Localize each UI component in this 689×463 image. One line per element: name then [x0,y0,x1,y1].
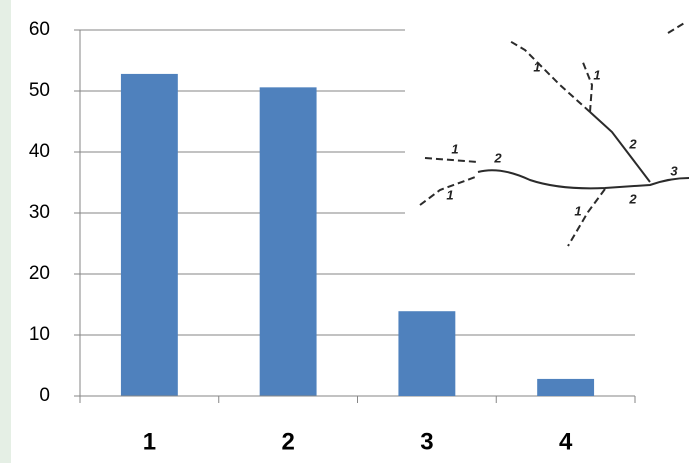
bar [398,311,455,396]
y-tick-label: 50 [29,80,50,101]
x-tick-label: 2 [281,428,294,455]
x-tick-label: 4 [559,428,573,455]
diagram-label: 2 [628,191,637,206]
y-tick-label: 60 [29,19,50,40]
bar [260,87,317,396]
y-tick-label: 40 [29,141,50,162]
chart: 0 10 20 30 40 50 60 1 2 3 4 1 1 1 2 1 2 3 2 1 [0,0,689,463]
y-tick-label: 20 [29,263,50,284]
diagram-backdrop [405,0,689,262]
diagram-label: 3 [670,163,678,178]
y-tick-label: 0 [39,385,50,406]
diagram-label: 2 [628,136,637,151]
side-strip [0,0,11,463]
diagram-label: 2 [493,150,502,165]
bar [537,379,594,396]
x-tick-label: 3 [420,428,433,455]
diagram-label: 1 [533,59,540,74]
diagram-label: 1 [446,187,453,202]
bar [121,74,178,396]
x-tick-label: 1 [143,428,156,455]
y-tick-label: 10 [29,324,50,345]
diagram-label: 1 [451,141,458,156]
y-tick-label: 30 [29,202,50,223]
diagram-label: 1 [574,203,581,218]
diagram-label: 1 [593,67,600,82]
